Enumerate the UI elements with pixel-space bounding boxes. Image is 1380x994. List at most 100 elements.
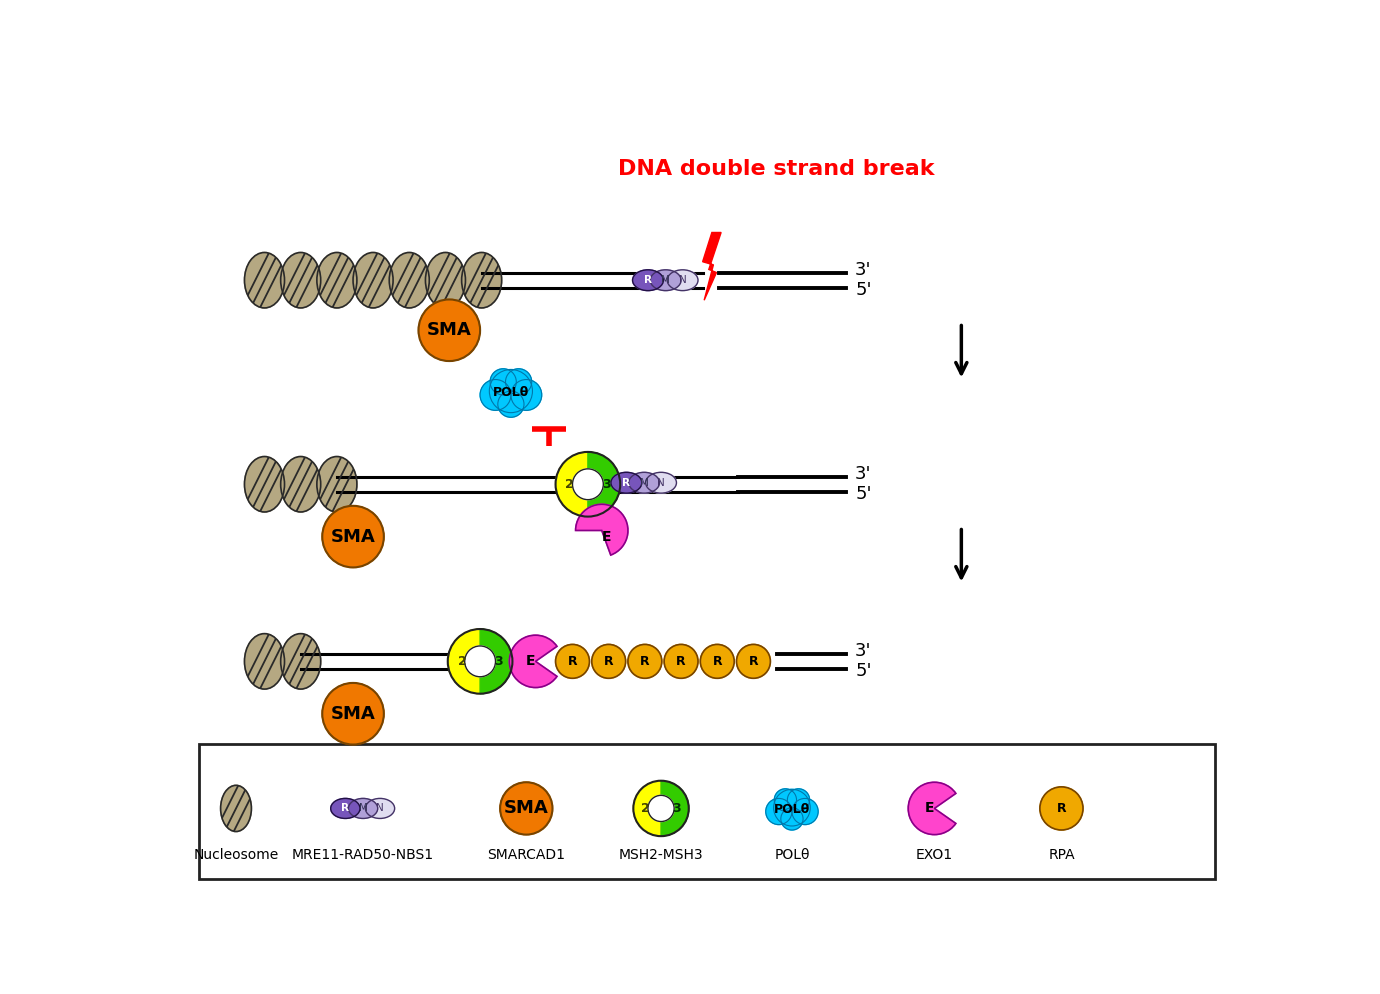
Text: M: M — [640, 478, 649, 488]
Ellipse shape — [317, 252, 357, 308]
Ellipse shape — [244, 456, 284, 512]
Ellipse shape — [244, 252, 284, 308]
Text: M: M — [359, 803, 367, 813]
Text: E: E — [925, 801, 934, 815]
Ellipse shape — [611, 472, 642, 493]
Circle shape — [498, 391, 524, 417]
Ellipse shape — [667, 269, 698, 290]
Ellipse shape — [629, 472, 660, 493]
Ellipse shape — [317, 456, 357, 512]
Circle shape — [788, 789, 810, 811]
Wedge shape — [575, 504, 628, 555]
Text: 5': 5' — [856, 281, 872, 299]
Text: SMARCAD1: SMARCAD1 — [487, 849, 566, 863]
Polygon shape — [702, 233, 722, 300]
Text: 3': 3' — [856, 642, 872, 660]
Text: SMA: SMA — [504, 799, 549, 817]
Text: R: R — [341, 803, 349, 813]
Text: RPA: RPA — [1049, 849, 1075, 863]
Text: SMA: SMA — [331, 528, 375, 546]
Text: MRE11-RAD50-NBS1: MRE11-RAD50-NBS1 — [291, 849, 433, 863]
Wedge shape — [447, 629, 480, 694]
Ellipse shape — [353, 252, 393, 308]
Wedge shape — [588, 452, 620, 517]
Ellipse shape — [221, 785, 251, 832]
Circle shape — [511, 380, 542, 411]
Circle shape — [490, 370, 533, 413]
Circle shape — [649, 795, 675, 821]
Text: POLθ: POLθ — [774, 803, 810, 816]
Ellipse shape — [646, 472, 676, 493]
Circle shape — [490, 369, 516, 395]
Circle shape — [323, 683, 384, 745]
Text: POLθ: POLθ — [493, 386, 529, 400]
Ellipse shape — [280, 456, 320, 512]
Ellipse shape — [366, 798, 395, 818]
Text: E: E — [602, 530, 611, 544]
Text: R: R — [567, 655, 577, 668]
Circle shape — [480, 380, 511, 411]
Ellipse shape — [425, 252, 465, 308]
Ellipse shape — [650, 269, 682, 290]
Ellipse shape — [348, 798, 378, 818]
Circle shape — [628, 644, 662, 678]
Text: R: R — [676, 655, 686, 668]
Ellipse shape — [632, 269, 664, 290]
Text: 3: 3 — [672, 802, 680, 815]
Circle shape — [556, 644, 589, 678]
Text: EXO1: EXO1 — [916, 849, 954, 863]
Text: Nucleosome: Nucleosome — [193, 849, 279, 863]
Circle shape — [505, 369, 531, 395]
FancyBboxPatch shape — [199, 744, 1216, 879]
Text: 2: 2 — [566, 478, 574, 491]
Ellipse shape — [244, 633, 284, 689]
Circle shape — [664, 644, 698, 678]
Circle shape — [700, 644, 734, 678]
Text: 2: 2 — [458, 655, 466, 668]
Circle shape — [418, 299, 480, 361]
Text: 2: 2 — [642, 802, 650, 815]
Text: 3: 3 — [602, 478, 610, 491]
Text: R: R — [1057, 802, 1067, 815]
Wedge shape — [556, 452, 588, 517]
Ellipse shape — [389, 252, 429, 308]
Text: 5': 5' — [856, 662, 872, 680]
Text: 5': 5' — [856, 485, 872, 503]
Wedge shape — [480, 629, 512, 694]
Ellipse shape — [280, 252, 320, 308]
Text: SMA: SMA — [426, 321, 472, 339]
Text: DNA double strand break: DNA double strand break — [618, 159, 934, 179]
Text: R: R — [712, 655, 722, 668]
Text: 3': 3' — [856, 261, 872, 279]
Text: E: E — [526, 654, 535, 668]
Text: R: R — [604, 655, 614, 668]
Circle shape — [774, 789, 796, 811]
Circle shape — [766, 798, 792, 825]
Wedge shape — [661, 780, 689, 836]
Wedge shape — [908, 782, 956, 835]
Text: N: N — [377, 803, 384, 813]
Text: R: R — [748, 655, 758, 668]
Circle shape — [465, 646, 495, 677]
Text: SMA: SMA — [331, 705, 375, 723]
Text: R: R — [644, 275, 651, 285]
Ellipse shape — [280, 633, 320, 689]
Circle shape — [792, 798, 818, 825]
Wedge shape — [509, 635, 558, 688]
Text: 3: 3 — [494, 655, 502, 668]
Circle shape — [500, 782, 552, 835]
Ellipse shape — [462, 252, 502, 308]
Circle shape — [737, 644, 770, 678]
Text: POLθ: POLθ — [774, 849, 810, 863]
Text: M: M — [661, 275, 671, 285]
Wedge shape — [633, 780, 661, 836]
Text: R: R — [640, 655, 650, 668]
Circle shape — [573, 469, 603, 500]
Circle shape — [774, 789, 810, 826]
Circle shape — [781, 808, 803, 830]
Circle shape — [323, 506, 384, 568]
Circle shape — [592, 644, 625, 678]
Text: N: N — [679, 275, 686, 285]
Text: MSH2-MSH3: MSH2-MSH3 — [618, 849, 704, 863]
Text: R: R — [622, 478, 631, 488]
